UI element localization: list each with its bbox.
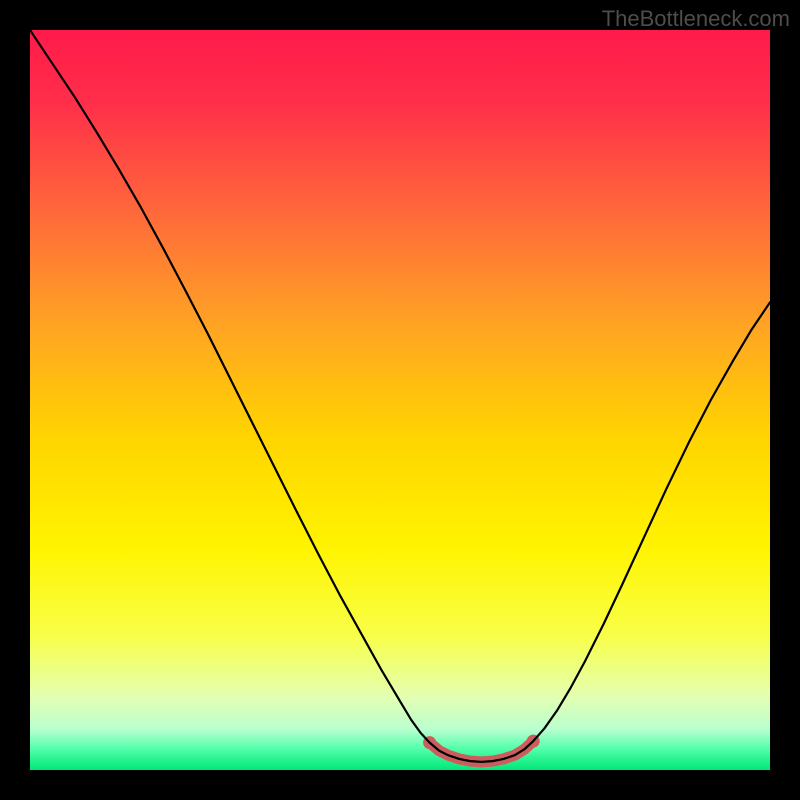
gradient-background	[30, 30, 770, 770]
plot-svg	[30, 30, 770, 770]
chart-stage: TheBottleneck.com	[0, 0, 800, 800]
watermark-text: TheBottleneck.com	[602, 6, 790, 32]
plot-area	[30, 30, 770, 770]
